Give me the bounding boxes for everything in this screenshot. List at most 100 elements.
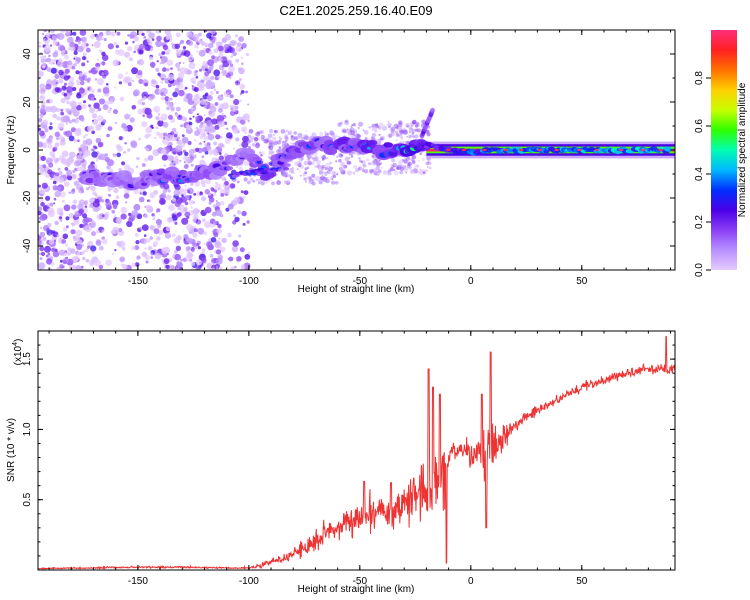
noise-speckle <box>232 147 235 150</box>
noise-speckle <box>318 180 323 185</box>
noise-speckle <box>216 228 222 234</box>
noise-speckle <box>311 181 316 186</box>
noise-speckle <box>160 92 165 96</box>
noise-speckle <box>206 70 211 75</box>
noise-speckle <box>268 128 274 134</box>
noise-speckle <box>244 253 251 260</box>
noise-speckle <box>170 106 175 111</box>
noise-speckle <box>71 204 77 210</box>
noise-speckle <box>115 44 120 49</box>
noise-speckle <box>187 56 191 60</box>
noise-speckle <box>102 238 108 245</box>
noise-speckle <box>421 157 425 161</box>
noise-speckle <box>76 92 81 96</box>
noise-speckle <box>371 154 377 159</box>
noise-speckle <box>181 49 185 53</box>
noise-speckle <box>312 157 317 162</box>
noise-speckle <box>169 162 175 168</box>
noise-speckle <box>54 74 60 79</box>
noise-speckle <box>151 79 157 85</box>
noise-speckle <box>50 262 55 266</box>
noise-speckle <box>184 184 187 188</box>
noise-speckle <box>195 266 201 270</box>
noise-speckle <box>387 120 390 123</box>
noise-speckle <box>357 126 360 130</box>
snr-frame <box>37 330 676 571</box>
noise-speckle <box>243 177 248 182</box>
noise-speckle <box>149 192 156 199</box>
noise-speckle <box>85 47 91 53</box>
noise-speckle <box>104 100 110 106</box>
noise-speckle <box>285 129 289 133</box>
noise-speckle <box>171 213 177 218</box>
noise-speckle <box>52 113 57 119</box>
noise-speckle <box>151 38 155 41</box>
noise-speckle <box>427 161 432 166</box>
colorbar: 0.0 0.2 0.4 0.6 0.8 Normalized spectral ampl… <box>694 30 748 277</box>
y-tick-label: 1.5 <box>22 352 33 366</box>
noise-speckle <box>82 213 88 219</box>
noise-speckle <box>143 95 147 99</box>
noise-speckle <box>235 34 239 38</box>
noise-speckle <box>215 249 222 255</box>
noise-speckle <box>221 176 226 181</box>
noise-speckle <box>76 154 84 162</box>
noise-speckle <box>226 132 233 139</box>
noise-speckle <box>215 91 219 94</box>
noise-speckle <box>167 74 175 81</box>
noise-speckle <box>173 189 181 197</box>
noise-speckle <box>109 168 114 173</box>
trace-peak <box>537 148 542 152</box>
noise-speckle <box>213 88 217 92</box>
noise-speckle <box>278 151 280 153</box>
noise-speckle <box>65 122 69 125</box>
noise-speckle <box>49 151 55 157</box>
noise-speckle <box>175 245 182 251</box>
trace-peak <box>446 148 451 152</box>
noise-speckle <box>67 36 74 44</box>
noise-speckle <box>113 109 118 115</box>
noise-speckle <box>189 54 193 58</box>
noise-speckle <box>195 126 199 130</box>
noise-speckle <box>144 82 149 87</box>
noise-speckle <box>395 133 400 137</box>
noise-speckle <box>84 92 86 95</box>
noise-speckle <box>60 137 63 140</box>
noise-speckle <box>40 55 44 60</box>
noise-speckle <box>194 181 200 187</box>
noise-speckle <box>77 177 80 180</box>
noise-speckle <box>95 159 99 163</box>
noise-speckle <box>133 203 141 211</box>
noise-speckle <box>324 130 327 133</box>
noise-speckle <box>59 212 64 216</box>
noise-speckle <box>241 141 249 148</box>
noise-speckle <box>303 177 307 181</box>
trace-peak <box>503 148 508 152</box>
noise-speckle <box>354 151 358 155</box>
noise-speckle <box>181 136 189 144</box>
noise-speckle <box>79 165 85 172</box>
noise-speckle <box>247 251 251 255</box>
noise-speckle <box>229 40 236 47</box>
noise-speckle <box>382 170 388 175</box>
noise-speckle <box>166 59 173 66</box>
noise-speckle <box>106 83 109 86</box>
noise-speckle <box>378 159 381 162</box>
noise-speckle <box>228 48 231 52</box>
noise-speckle <box>209 254 214 258</box>
noise-speckle <box>143 213 149 219</box>
noise-speckle <box>178 89 185 97</box>
noise-speckle <box>88 186 91 189</box>
noise-speckle <box>89 107 95 114</box>
noise-speckle <box>165 226 171 232</box>
noise-speckle <box>174 87 180 93</box>
noise-speckle <box>142 37 145 40</box>
noise-speckle <box>168 114 173 120</box>
noise-speckle <box>283 134 289 139</box>
noise-speckle <box>163 164 166 167</box>
trace-peak <box>594 148 599 152</box>
noise-speckle <box>52 180 57 185</box>
noise-speckle <box>363 129 365 132</box>
noise-speckle <box>351 124 354 127</box>
noise-speckle <box>200 41 206 46</box>
